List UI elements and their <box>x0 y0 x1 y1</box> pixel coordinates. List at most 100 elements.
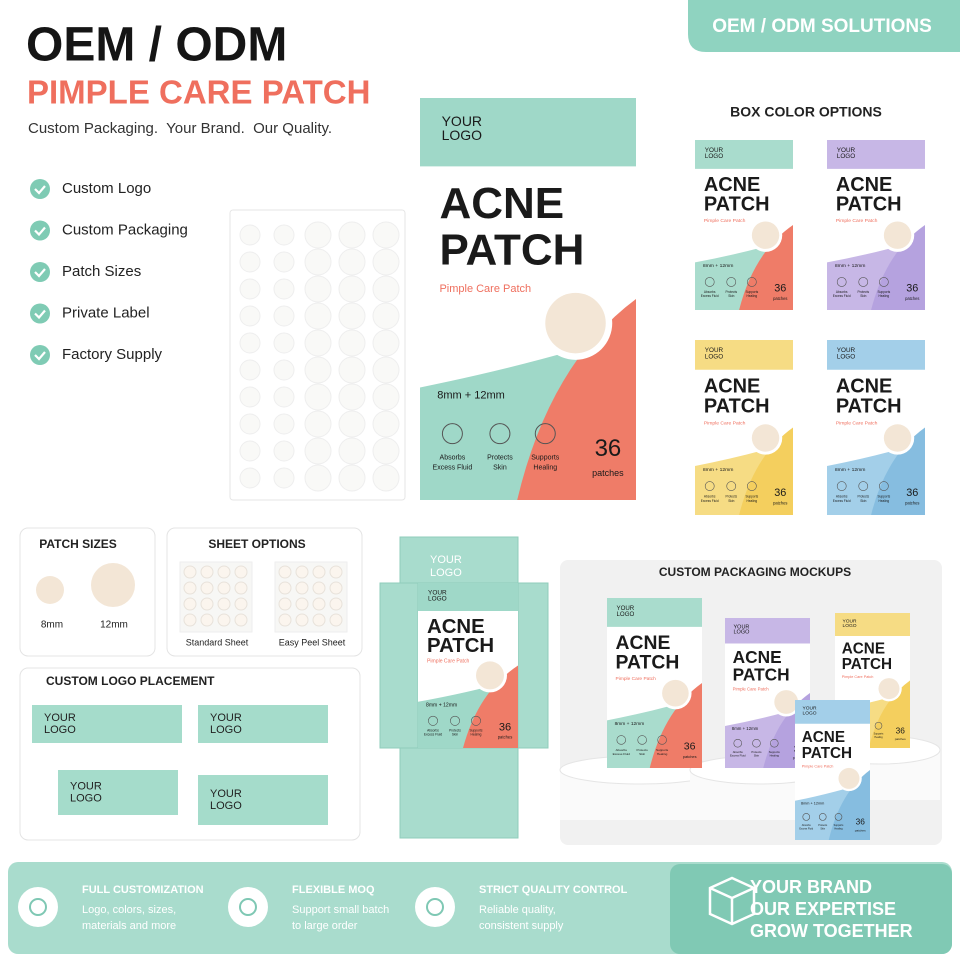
patch-dot <box>278 581 292 595</box>
benefit-icon <box>450 715 460 726</box>
box-subtitle: Pimple Care Patch <box>836 218 878 224</box>
footer-icon <box>228 887 268 927</box>
box-title: PATCH <box>616 652 680 674</box>
benefit: Absorbs <box>616 748 628 752</box>
box-sizes: 8mm + 12mm <box>426 702 457 708</box>
box-logo: YOUR <box>734 624 750 630</box>
patch-dot <box>295 613 309 627</box>
patch-dot <box>304 383 332 411</box>
benefit: Excess Fluid <box>730 754 746 758</box>
box-count: 36 <box>499 721 511 733</box>
benefit: Excess Fluid <box>701 294 719 298</box>
patch-dot <box>372 275 400 303</box>
benefit: Excess Fluid <box>833 499 851 503</box>
patch-dot <box>273 413 295 435</box>
benefit-icon <box>802 813 811 821</box>
box-title: PATCH <box>802 745 852 762</box>
patch-dot <box>329 613 343 627</box>
footer-icon <box>18 887 58 927</box>
tagline: Custom Packaging. Your Brand. Our Qualit… <box>28 120 332 137</box>
patch-dot <box>200 565 214 579</box>
benefit: Absorbs <box>802 824 812 827</box>
benefit: Supports <box>746 290 759 294</box>
logo-box <box>198 705 328 743</box>
box-sizes: 8mm + 12mm <box>615 721 645 727</box>
patch-dot <box>304 302 332 330</box>
box-accent <box>828 770 870 840</box>
box-title: ACNE <box>836 174 893 196</box>
box-title: PATCH <box>842 656 892 673</box>
label: 12mm <box>100 620 128 631</box>
box-accent <box>868 680 910 748</box>
box-subtitle: Pimple Care Patch <box>616 676 657 682</box>
benefit-icon <box>733 739 742 748</box>
feature: Factory Supply <box>62 346 163 363</box>
section-title: BOX COLOR OPTIONS <box>730 104 882 120</box>
box-count: 36 <box>896 725 906 735</box>
box-unit: patches <box>683 754 697 759</box>
box-subtitle: Pimple Care Patch <box>802 765 834 769</box>
benefit: Supports <box>878 290 891 294</box>
benefit-icon <box>704 277 715 287</box>
patch-dot <box>338 248 366 276</box>
benefit: Excess Fluid <box>613 752 631 756</box>
benefit: Protects <box>487 455 513 462</box>
patch <box>91 563 135 607</box>
check-icon <box>30 303 50 324</box>
benefit: Supports <box>874 732 884 735</box>
benefit: Protects <box>449 729 461 733</box>
patch-dot <box>295 597 309 611</box>
footer-text: consistent supply <box>479 920 564 932</box>
patch-dot <box>239 332 261 354</box>
benefit: Healing <box>471 733 482 737</box>
benefit: Excess Fluid <box>799 827 813 830</box>
benefit: Skin <box>860 499 866 503</box>
benefit-icon <box>726 481 737 491</box>
patch-dot <box>278 613 292 627</box>
patch-dot <box>273 440 295 462</box>
slogan: YOUR BRAND <box>750 877 872 897</box>
box-sizes: 8mm + 12mm <box>703 263 734 269</box>
benefit: Healing <box>834 827 843 830</box>
patch-dot <box>278 565 292 579</box>
patch <box>751 221 780 249</box>
benefit: Absorbs <box>704 290 716 294</box>
box-count: 36 <box>774 487 786 499</box>
patch <box>838 767 860 789</box>
patch-dot <box>312 613 326 627</box>
benefit: Absorbs <box>704 494 716 498</box>
patch-dot <box>183 613 197 627</box>
patch-dot <box>372 464 400 492</box>
subtitle: PIMPLE CARE PATCH <box>27 74 370 111</box>
feature: Custom Packaging <box>62 221 188 238</box>
box-logo: YOUR <box>210 712 242 724</box>
patch-dot <box>183 581 197 595</box>
box-title: ACNE <box>616 632 671 654</box>
benefit-icon <box>879 277 889 287</box>
badge: OEM / ODM SOLUTIONS <box>712 16 932 37</box>
box-count: 36 <box>595 435 622 462</box>
box-logo: LOGO <box>843 623 857 629</box>
box-title: ACNE <box>704 174 761 196</box>
cube-icon <box>708 876 756 926</box>
box-title: PATCH <box>704 194 770 216</box>
patch-dot <box>234 565 248 579</box>
patch-dot <box>239 224 261 246</box>
patch-dot <box>273 386 295 408</box>
box-logo: LOGO <box>705 353 723 360</box>
patch-dot <box>239 413 261 435</box>
patch-dot <box>217 597 231 611</box>
check-mark <box>34 351 46 361</box>
patch <box>774 690 799 714</box>
patch-dot <box>338 410 366 438</box>
benefit: Excess Fluid <box>701 499 719 503</box>
box-unit: patches <box>498 734 513 739</box>
benefit: Healing <box>533 465 557 472</box>
benefit: Healing <box>746 499 757 503</box>
benefit: Skin <box>639 752 645 756</box>
footer-icon-glyph <box>239 898 257 916</box>
footer-text: to large order <box>292 920 358 932</box>
patch <box>545 292 606 354</box>
